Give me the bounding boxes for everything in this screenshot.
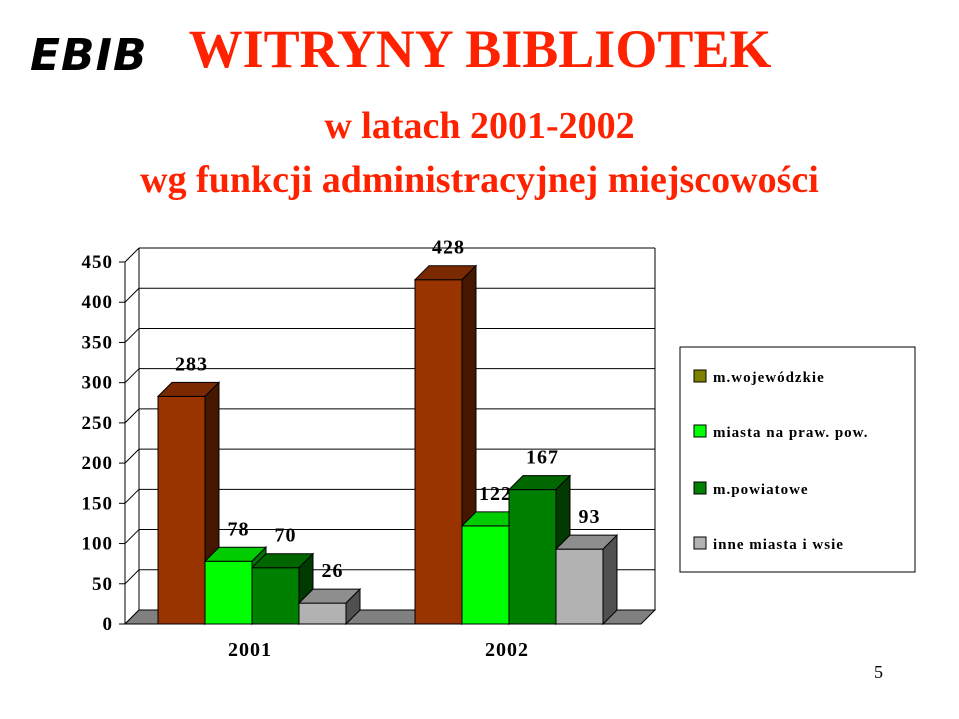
data-label: 93	[579, 506, 601, 528]
y-tick-label: 0	[103, 614, 114, 635]
bar: 26	[297, 560, 362, 626]
x-category-label: 2002	[485, 639, 529, 661]
gridline-side	[124, 328, 140, 343]
y-axis: 0 50 100 150 200 250 300 350 400 450	[82, 252, 126, 635]
gridline-side	[124, 569, 140, 585]
data-label: 428	[432, 237, 465, 259]
y-tick-label: 150	[82, 493, 114, 514]
gridline-side	[124, 247, 140, 263]
bar: 93	[554, 506, 619, 626]
bar-front	[461, 525, 510, 625]
legend-item: miasta na praw. pow.	[693, 424, 868, 441]
data-label: 283	[175, 353, 208, 375]
bar-front	[251, 567, 300, 625]
bar: 70	[250, 525, 315, 626]
y-tick-label: 100	[82, 534, 114, 555]
page-title: WITRYNY BIBLIOTEK	[188, 19, 772, 79]
gridline-side	[124, 448, 140, 464]
data-label: 122	[479, 483, 512, 505]
y-tick-label: 300	[82, 373, 114, 394]
legend-label: m.powiatowe	[713, 482, 809, 498]
legend-swatch	[693, 424, 707, 438]
bar-front	[508, 489, 557, 625]
legend-item: m.powiatowe	[693, 481, 809, 498]
gridline-side	[124, 287, 140, 303]
bar-front	[298, 602, 347, 625]
bar-front	[157, 395, 206, 625]
bar-front	[204, 560, 253, 625]
bar-front	[414, 279, 463, 625]
gridline-side	[124, 488, 140, 504]
legend-label: inne miasta i wsie	[713, 537, 844, 553]
x-category-label: 2001	[228, 639, 272, 661]
gridline-side	[124, 529, 140, 544]
page-number: 5	[874, 662, 883, 682]
legend-item: inne miasta i wsie	[693, 536, 844, 553]
bar-side	[602, 533, 618, 626]
bars: 283 78 70 26 428 122 167 93	[156, 237, 619, 626]
y-tick-label: 50	[92, 574, 113, 595]
gridline-side	[124, 408, 140, 424]
subtitle-line-2: wg funkcji administracyjnej miejscowości	[140, 159, 819, 201]
y-tick-label: 400	[82, 292, 114, 313]
bar-side	[345, 587, 361, 626]
legend-box	[679, 346, 916, 573]
data-label: 167	[526, 447, 559, 469]
ebib-logo: EBIB	[30, 30, 148, 81]
legend-swatch	[693, 481, 707, 495]
legend-swatch	[693, 536, 707, 550]
legend: m.wojewódzkie miasta na praw. pow. m.powia…	[679, 346, 916, 573]
legend-swatch	[693, 369, 707, 383]
legend-item: m.wojewódzkie	[693, 369, 825, 386]
gridline-side	[124, 368, 140, 384]
y-tick-label: 450	[82, 252, 114, 273]
data-label: 70	[275, 525, 297, 547]
bar-front	[555, 548, 604, 625]
subtitle-line-1: w latach 2001-2002	[324, 105, 635, 147]
legend-label: miasta na praw. pow.	[713, 425, 868, 441]
y-tick-label: 350	[82, 332, 114, 353]
y-tick-label: 250	[82, 413, 114, 434]
y-tick-label: 200	[82, 453, 114, 474]
data-label: 78	[228, 518, 250, 540]
data-label: 26	[322, 560, 344, 582]
legend-label: m.wojewódzkie	[713, 370, 825, 386]
